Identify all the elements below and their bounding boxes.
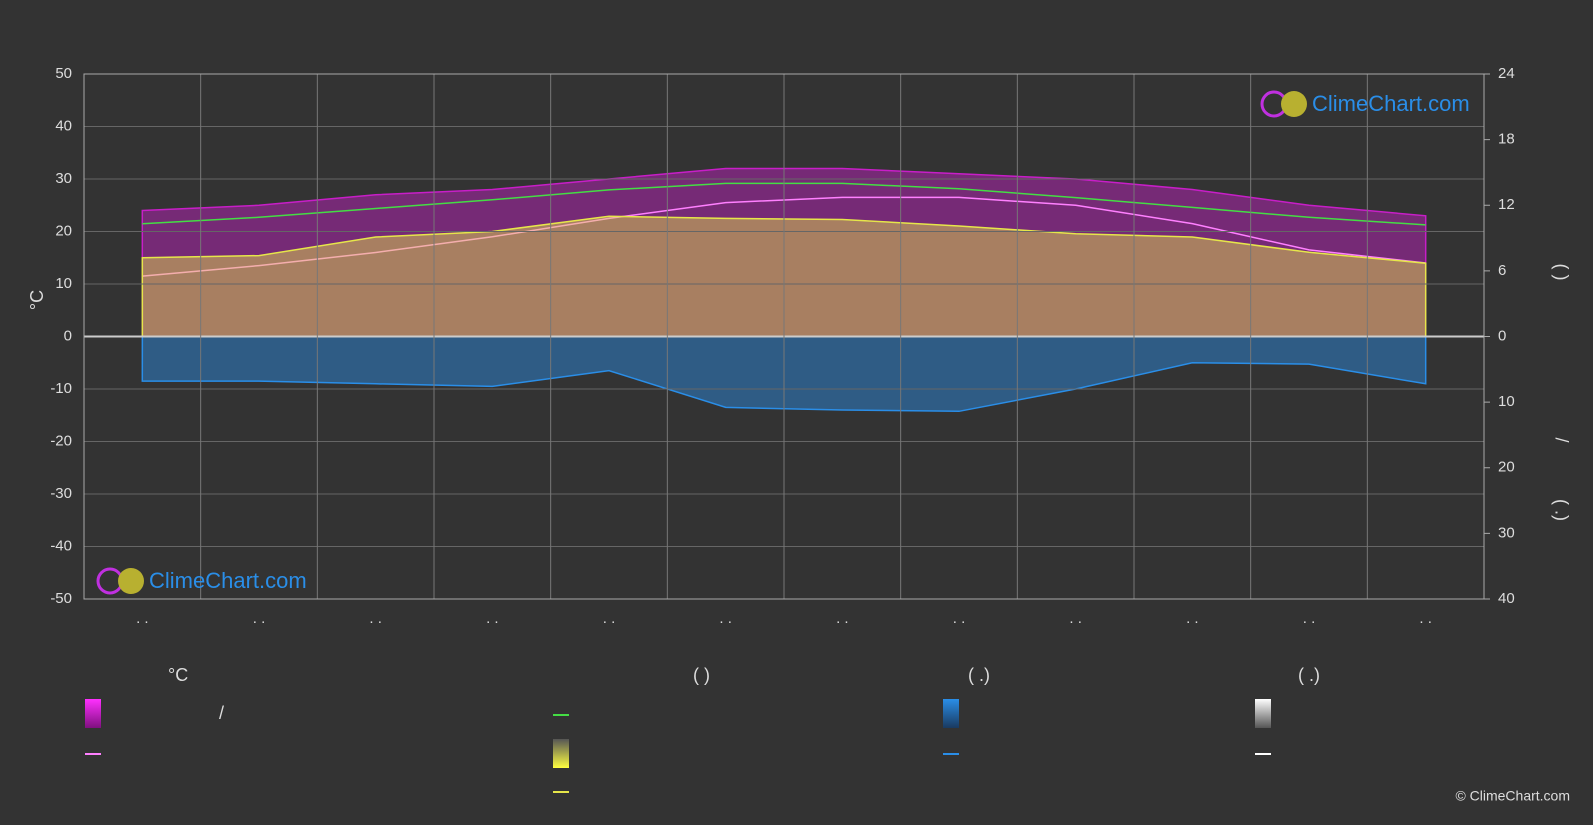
- legend-swatch: [943, 699, 959, 728]
- y3-tick-label: 10: [1498, 393, 1515, 410]
- x-tick-label: . .: [1186, 610, 1199, 627]
- y3-tick-label: 30: [1498, 524, 1515, 541]
- y2-axis-label: ( ): [1551, 264, 1571, 281]
- x-tick-label: . .: [253, 610, 266, 627]
- watermark: ClimeChart.com: [1312, 91, 1470, 116]
- y-tick-label: -20: [50, 432, 72, 449]
- x-tick-label: . .: [136, 610, 149, 627]
- y-tick-label: -40: [50, 537, 72, 554]
- y-tick-label: 20: [55, 222, 72, 239]
- y2-tick-label: 18: [1498, 131, 1515, 148]
- y-tick-label: -50: [50, 590, 72, 607]
- x-tick-label: . .: [719, 610, 732, 627]
- logo-icon: [118, 568, 144, 594]
- logo-icon: [1281, 91, 1307, 117]
- legend-swatch: [1255, 699, 1271, 728]
- x-tick-label: . .: [486, 610, 499, 627]
- x-tick-label: . .: [369, 610, 382, 627]
- legend-header: ( .): [1298, 665, 1320, 685]
- y3-tick-label: 20: [1498, 459, 1515, 476]
- legend-separator: /: [219, 703, 224, 723]
- x-tick-label: . .: [1419, 610, 1432, 627]
- legend-header: ( ): [693, 665, 710, 685]
- y3-axis-separator: /: [1551, 437, 1571, 442]
- y-tick-label: 0: [64, 327, 72, 344]
- logo: ClimeChart.com ClimeChart.com: [96, 90, 1470, 595]
- plot-frame: [83, 73, 1485, 600]
- y2-tick-label: 12: [1498, 196, 1515, 213]
- legend-swatch: [553, 739, 569, 768]
- y-tick-label: 50: [55, 65, 72, 82]
- x-tick-label: . .: [1303, 610, 1316, 627]
- plot: -50 -40 -30 -20 -10 0 10 20 30 40 50 0 6 12 18 24 10 20 30…: [50, 65, 1514, 627]
- x-tick-label: . .: [603, 610, 616, 627]
- y3-axis-label: ( .): [1551, 499, 1571, 521]
- y2-tick-label: 6: [1498, 262, 1506, 279]
- y-tick-label: -10: [50, 380, 72, 397]
- y2-tick-label: 24: [1498, 65, 1515, 82]
- x-tick-label: . .: [953, 610, 966, 627]
- y-axis-label: °C: [27, 290, 47, 310]
- y2-tick-label: 0: [1498, 327, 1506, 344]
- y-tick-label: 40: [55, 117, 72, 134]
- x-tick-label: . .: [1069, 610, 1082, 627]
- legend-swatch: [85, 699, 101, 728]
- legend: °C ( ) ( .) ( .) /: [85, 665, 1320, 793]
- legend-header: °C: [168, 665, 188, 685]
- copyright: © ClimeChart.com: [1455, 788, 1570, 804]
- y3-tick-label: 40: [1498, 590, 1515, 607]
- y-tick-label: 30: [55, 170, 72, 187]
- watermark: ClimeChart.com: [149, 568, 307, 593]
- legend-header: ( .): [968, 665, 990, 685]
- y-tick-label: 10: [55, 275, 72, 292]
- x-tick-label: . .: [836, 610, 849, 627]
- y-tick-label: -30: [50, 485, 72, 502]
